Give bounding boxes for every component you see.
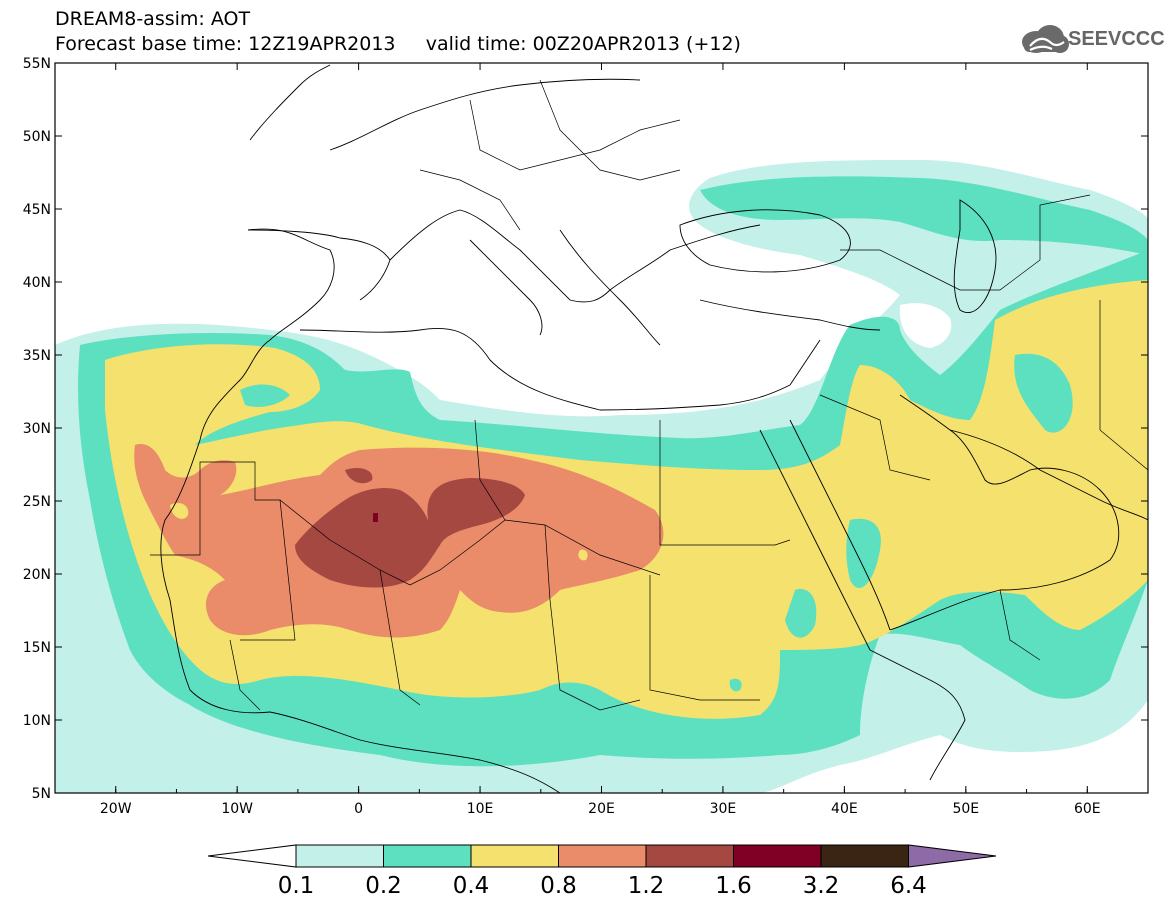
colorbar-label: 1.2: [628, 873, 665, 899]
colorbar-label: 0.1: [278, 873, 315, 899]
aot-band-1.6: [373, 513, 378, 522]
colorbar-swatch: [295, 844, 384, 868]
lon-label: 10W: [221, 801, 253, 817]
colorbar-swatch: [733, 844, 822, 868]
colorbar-label: 0.2: [365, 873, 402, 899]
lat-label: 20N: [23, 567, 51, 583]
colorbar-under-arrow: [207, 844, 297, 868]
map-title: DREAM8-assim: AOT: [55, 8, 251, 30]
colorbar-over-arrow: [908, 844, 997, 868]
latitude-labels: 55N 50N 45N 40N 35N 30N 25N 20N 15N 10N 5N: [23, 56, 51, 802]
colorbar-label: 0.8: [540, 873, 577, 899]
lon-label: 10E: [467, 801, 494, 817]
longitude-labels: 20W 10W 0 10E 20E 30E 40E 50E 60E: [100, 801, 1101, 817]
tick-marks: [54, 62, 1149, 794]
lat-label: 10N: [23, 713, 51, 729]
lon-label: 60E: [1074, 801, 1101, 817]
colorbar-label: 6.4: [890, 873, 927, 899]
lon-label: 20E: [588, 801, 615, 817]
colorbar-swatch: [645, 844, 734, 868]
lon-label: 50E: [952, 801, 979, 817]
coastlines: [160, 64, 1148, 793]
lon-label: 0: [354, 801, 363, 817]
colorbar-label: 0.4: [453, 873, 490, 899]
forecast-time-subtitle: Forecast base time: 12Z19APR2013 valid t…: [55, 33, 741, 55]
colorbar-swatch: [558, 844, 647, 868]
colorbar-swatch: [820, 844, 909, 868]
lat-label: 45N: [23, 202, 51, 218]
lat-label: 55N: [23, 56, 51, 72]
colorbar-label: 1.6: [715, 873, 752, 899]
colorbar-labels: 0.1 0.2 0.4 0.8 1.2 1.6 3.2 6.4: [278, 873, 927, 899]
lat-label: 30N: [23, 421, 51, 437]
aot-field: [55, 63, 1148, 793]
colorbar-swatch: [470, 844, 559, 868]
colorbar: [207, 844, 997, 868]
lat-label: 50N: [23, 129, 51, 145]
lat-label: 5N: [32, 786, 51, 802]
lat-label: 35N: [23, 348, 51, 364]
lat-label: 40N: [23, 275, 51, 291]
aot-band-1.2: [295, 468, 525, 588]
lon-label: 30E: [710, 801, 737, 817]
country-borders: [150, 79, 1148, 711]
lat-label: 25N: [23, 494, 51, 510]
lat-label: 15N: [23, 640, 51, 656]
logo-text: SEEVCCC: [1068, 28, 1165, 50]
lon-label: 20W: [100, 801, 132, 817]
cloud-icon: [1022, 25, 1069, 53]
colorbar-swatch: [383, 844, 472, 868]
colorbar-label: 3.2: [803, 873, 840, 899]
lon-label: 40E: [831, 801, 858, 817]
